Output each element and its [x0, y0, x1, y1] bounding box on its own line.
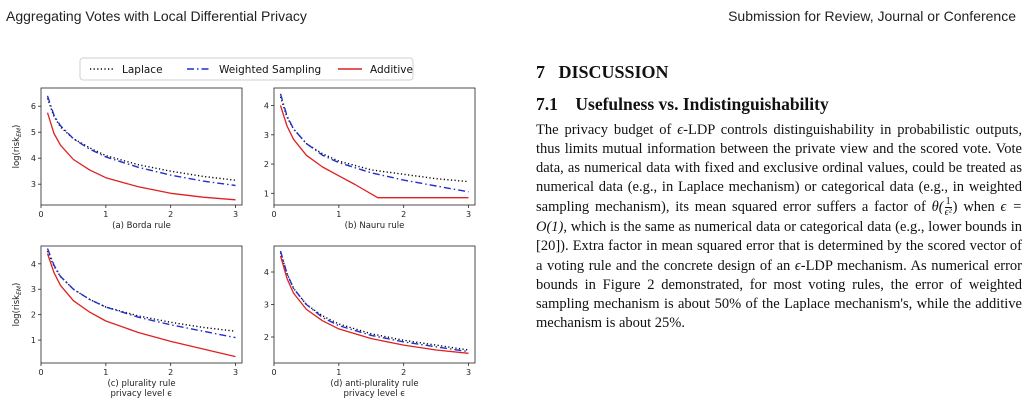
running-header-title: Aggregating Votes with Local Differentia… — [6, 8, 307, 24]
x-tick-label: 3 — [233, 368, 238, 377]
y-tick-label: 4 — [264, 268, 269, 277]
legend-label-1: Laplace — [122, 64, 163, 76]
fraction-denominator: ϵ² — [944, 207, 952, 219]
legend-box — [79, 57, 414, 81]
series-line-laplace — [46, 98, 236, 181]
series-line-weighted-sampling — [46, 248, 236, 339]
x-tick-label: 0 — [38, 210, 43, 219]
y-tick-label: 1 — [264, 189, 269, 198]
fraction-numerator: 1 — [944, 196, 952, 209]
series-line-weighted-sampling — [279, 250, 469, 353]
y-tick-label: 1 — [31, 336, 36, 345]
x-tick-label: 0 — [38, 368, 43, 377]
x-tick-label: 1 — [336, 210, 341, 219]
subplot-caption: (b) Nauru rule — [345, 221, 405, 231]
series-line-additive — [279, 255, 469, 354]
x-tick-label: 2 — [401, 210, 406, 219]
y-tick-label: 3 — [264, 131, 269, 140]
subplot-caption: (c) plurality rule — [107, 379, 175, 389]
subplot-caption: (a) Borda rule — [112, 221, 171, 231]
y-tick-label: 2 — [31, 311, 36, 320]
section-title: 7 DISCUSSION — [536, 62, 669, 83]
subplot-a: 0 1 2 3 3 4 5 6 (a) Borda rule log(riskEM) — [12, 87, 243, 231]
epsilon-symbol-2: ϵ — [794, 257, 801, 274]
subplot-b: 0 1 2 3 1 2 3 4 (b) Nauru rule — [264, 87, 476, 231]
y-tick-label: 3 — [264, 301, 269, 310]
y-tick-label: 4 — [31, 260, 36, 269]
x-tick-label: 1 — [103, 368, 108, 377]
figure-2: Laplace Weighted Sampling Additive 0 1 2 3 3 4 5 6… — [12, 57, 476, 399]
legend-label-2: Weighted Sampling — [219, 64, 321, 76]
para-seg-4: , which is the same as numerical data or… — [536, 219, 1022, 274]
theta-close: ) — [952, 199, 958, 216]
series-line-additive — [46, 112, 236, 201]
running-header: Aggregating Votes with Local Differentia… — [0, 8, 1024, 30]
epsilon-condition: ϵ = O(1) — [536, 199, 1022, 236]
series-line-weighted-sampling — [46, 95, 236, 187]
fraction: 1 ϵ² — [944, 196, 952, 219]
y-tick-label: 3 — [31, 180, 36, 189]
subplot-caption: (d) anti-plurality rule — [330, 379, 418, 389]
x-tick-label: 0 — [271, 210, 276, 219]
section-number: 7 — [536, 62, 545, 82]
subsection-title: 7.1 Usefulness vs. Indistinguishability — [536, 94, 829, 115]
x-tick-label: 0 — [271, 368, 276, 377]
theta-open: θ( — [931, 199, 944, 216]
series-line-laplace — [279, 96, 469, 183]
y-axis-label: log(riskEM) — [12, 125, 23, 169]
series-line-laplace — [46, 250, 236, 332]
para-seg-1: The privacy budget of — [536, 122, 678, 138]
subsection-title-text: Usefulness vs. Indistinguishability — [575, 94, 829, 114]
legend-label-3: Additive — [370, 64, 413, 76]
x-axis-label: privacy level ϵ — [110, 389, 172, 399]
x-tick-label: 2 — [401, 368, 406, 377]
x-tick-label: 1 — [103, 210, 108, 219]
x-tick-label: 3 — [466, 210, 471, 219]
legend: Laplace Weighted Sampling Additive — [79, 57, 414, 81]
y-tick-label: 2 — [264, 333, 269, 342]
y-tick-label: 6 — [31, 102, 36, 111]
x-tick-label: 3 — [233, 210, 238, 219]
subsection-number: 7.1 — [536, 94, 558, 114]
x-tick-label: 2 — [168, 210, 173, 219]
x-axis-label: privacy level ϵ — [343, 389, 405, 399]
series-line-laplace — [279, 252, 469, 351]
para-seg-3: when — [957, 199, 1001, 216]
section-title-text: DISCUSSION — [558, 62, 669, 82]
para-seg-2: -LDP controls distinguishability in prob… — [536, 122, 1022, 216]
x-tick-label: 1 — [336, 368, 341, 377]
para-seg-5: -LDP mechanism. As numerical error bound… — [536, 257, 1022, 331]
axes-frame — [40, 245, 243, 364]
x-tick-label: 3 — [466, 368, 471, 377]
y-tick-label: 2 — [264, 160, 269, 169]
y-axis-label: log(riskEM) — [12, 283, 23, 327]
running-header-venue: Submission for Review, Journal or Confer… — [728, 8, 1016, 24]
epsilon-symbol: ϵ — [677, 122, 684, 138]
series-line-additive — [46, 253, 236, 358]
x-tick-label: 2 — [168, 368, 173, 377]
series-line-weighted-sampling — [279, 93, 469, 193]
y-tick-label: 4 — [264, 102, 269, 111]
y-tick-label: 4 — [31, 154, 36, 163]
y-tick-label: 5 — [31, 128, 36, 137]
discussion-paragraph: The privacy budget of ϵ-LDP controls dis… — [536, 121, 1022, 333]
y-tick-label: 3 — [31, 285, 36, 294]
axes-frame — [273, 245, 476, 364]
axes-frame — [273, 87, 476, 206]
series-line-additive — [279, 105, 469, 199]
axes-frame — [40, 87, 243, 206]
